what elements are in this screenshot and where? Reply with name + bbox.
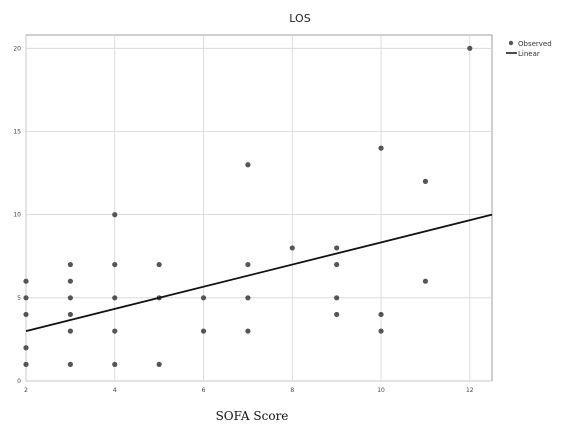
observed-point [334,261,340,268]
observed-point [67,261,73,268]
observed-point [289,245,295,251]
x-tick-label: 10 [377,387,385,394]
legend-linear-label: Linear [518,50,540,58]
plot-area [25,34,493,382]
observed-point [245,162,251,168]
observed-point [112,295,118,301]
observed-point [67,311,73,318]
observed-point [23,345,29,351]
observed-point [422,178,429,184]
legend: Observed Linear [506,40,552,58]
y-tick-labels: 0 5 10 15 20 [13,45,21,385]
grid-lines [25,35,492,382]
observed-point [156,261,162,268]
observed-point [334,245,340,251]
x-tick-label: 12 [466,387,474,394]
observed-point [378,328,384,334]
legend-observed-marker [508,40,514,46]
x-axis-label: SOFA Score [216,409,289,423]
observed-points [23,45,473,367]
x-tick-label: 4 [113,387,117,394]
observed-point [378,311,384,318]
observed-point [334,295,340,301]
observed-point [112,212,118,218]
observed-point [23,295,29,301]
y-tick-label: 5 [17,295,21,302]
x-tick-label: 8 [290,387,294,394]
observed-point [334,311,340,318]
observed-point [112,328,118,334]
y-tick-label: 15 [13,128,21,135]
observed-point [67,295,73,301]
observed-point [23,361,29,367]
chart-title: LOS [289,12,310,25]
observed-point [245,328,251,334]
observed-point [467,45,473,51]
observed-point [156,361,162,367]
observed-point [23,278,29,284]
observed-point [200,328,207,334]
observed-point [23,311,29,318]
y-tick-label: 10 [13,212,21,219]
linear-fit [25,213,493,332]
observed-point [112,261,118,268]
linear-fit-line [25,213,493,332]
observed-point [67,328,73,334]
y-tick-label: 20 [13,45,21,52]
observed-point [422,278,429,284]
observed-point [245,261,251,268]
observed-point [112,361,118,367]
x-tick-label: 6 [202,387,206,394]
observed-point [378,145,384,151]
observed-point [67,278,73,284]
observed-point [245,295,251,301]
legend-observed-label: Observed [518,40,552,48]
x-tick-label: 2 [24,387,28,394]
observed-point [200,295,207,301]
y-tick-label: 0 [17,378,21,385]
x-tick-labels: 2 4 6 8 10 12 [24,387,474,394]
observed-point [67,361,73,367]
